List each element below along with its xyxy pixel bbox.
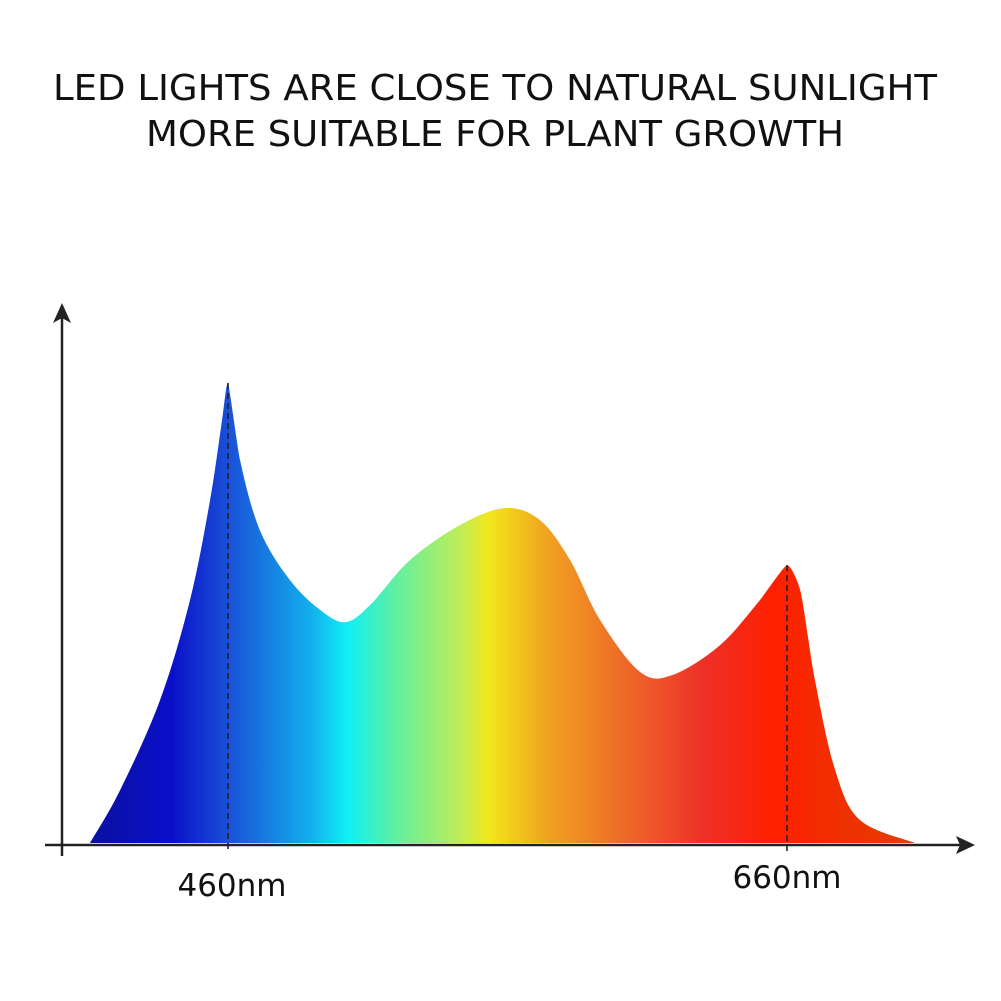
x-tick-label: 460nm <box>177 868 286 904</box>
chart-title-line-1: LED LIGHTS ARE CLOSE TO NATURAL SUNLIGHT <box>53 68 938 109</box>
spectrum-area <box>89 382 916 843</box>
x-axis-arrow-icon <box>956 836 975 854</box>
x-tick-label: 660nm <box>732 860 841 896</box>
y-axis-arrow-icon <box>53 303 71 323</box>
chart-title-line-2: MORE SUITABLE FOR PLANT GROWTH <box>146 114 844 155</box>
